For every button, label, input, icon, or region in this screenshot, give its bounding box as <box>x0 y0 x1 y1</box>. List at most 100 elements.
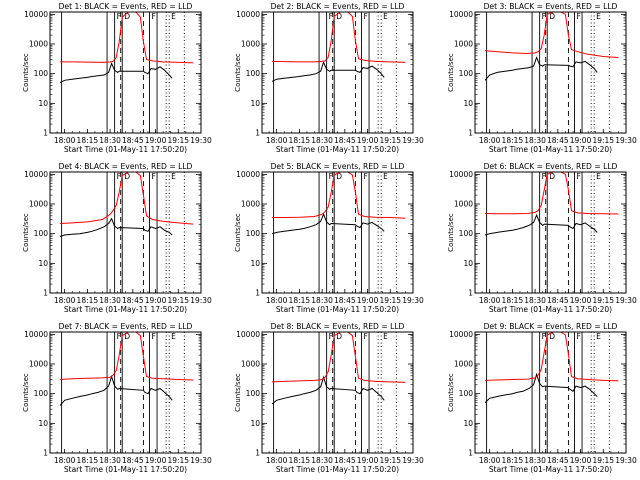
y-tick-label: 1 <box>255 289 260 298</box>
event-marker-label: E <box>383 12 388 21</box>
chart-title: Det 2: BLACK = Events, RED = LLD <box>271 2 405 11</box>
y-tick-label: 10000 <box>236 170 260 179</box>
series-line-events <box>271 212 385 235</box>
x-tick-label: 18:30 <box>524 456 546 465</box>
x-tick-label: 18:30 <box>99 136 121 145</box>
x-tick-label: 18:00 <box>54 136 76 145</box>
x-tick-label: 19:00 <box>570 456 592 465</box>
x-tick-label: 19:15 <box>592 456 614 465</box>
x-tick-label: 19:00 <box>145 296 167 305</box>
x-tick-label: 18:45 <box>334 296 356 305</box>
event-marker-label: E <box>171 12 176 21</box>
event-marker-label: F <box>363 172 367 181</box>
y-tick-label: 1000 <box>29 200 48 209</box>
x-tick-label: 19:00 <box>145 136 167 145</box>
x-tick-label: 18:15 <box>289 136 311 145</box>
chart-title: Det 6: BLACK = Events, RED = LLD <box>484 162 618 171</box>
y-tick-label: 1000 <box>29 40 48 49</box>
y-axis-label: Counts/sec <box>234 53 242 92</box>
x-tick-label: 18:15 <box>502 456 524 465</box>
chart-title: Det 4: BLACK = Events, RED = LLD <box>59 162 193 171</box>
series-line-lld <box>60 171 194 225</box>
event-marker-label: F <box>576 12 580 21</box>
x-tick-label: 18:45 <box>122 296 144 305</box>
x-tick-label: 19:30 <box>190 296 212 305</box>
y-tick-label: 100 <box>459 389 474 398</box>
event-marker-label: F <box>151 332 155 341</box>
y-tick-label: 1000 <box>454 360 473 369</box>
x-tick-label: 18:00 <box>479 136 501 145</box>
y-tick-label: 10 <box>250 99 260 108</box>
y-axis-label: Counts/sec <box>234 213 242 252</box>
event-marker-label: D <box>336 172 342 181</box>
event-marker-label: F <box>329 332 333 341</box>
event-marker-label: D <box>124 12 130 21</box>
series-line-lld <box>272 11 406 63</box>
y-tick-label: 10 <box>38 259 48 268</box>
y-tick-label: 1 <box>43 129 48 138</box>
event-marker-label: E <box>596 172 601 181</box>
y-tick-label: 100 <box>34 69 49 78</box>
event-marker-label: D <box>124 332 130 341</box>
series-line-lld <box>60 11 194 64</box>
x-tick-label: 19:00 <box>357 296 379 305</box>
series-line-events <box>59 217 173 237</box>
y-tick-label: 100 <box>246 389 261 398</box>
y-tick-label: 1 <box>255 449 260 458</box>
x-tick-label: 19:00 <box>357 456 379 465</box>
y-tick-label: 100 <box>246 229 261 238</box>
x-tick-label: 18:45 <box>122 136 144 145</box>
x-tick-label: 18:45 <box>334 456 356 465</box>
x-tick-label: 19:30 <box>402 136 424 145</box>
x-tick-label: 19:00 <box>145 456 167 465</box>
event-marker-label: F <box>117 172 121 181</box>
series-line-events <box>271 61 385 82</box>
event-marker-label: F <box>151 172 155 181</box>
event-marker-label: D <box>549 332 555 341</box>
x-axis-label: Start Time (01-May-11 17:50:20) <box>276 305 399 314</box>
y-tick-label: 10 <box>38 99 48 108</box>
y-tick-label: 10000 <box>449 170 473 179</box>
x-tick-label: 19:00 <box>570 136 592 145</box>
x-tick-label: 19:30 <box>615 136 637 145</box>
x-axis-label: Start Time (01-May-11 17:50:20) <box>64 465 187 474</box>
y-tick-label: 1000 <box>454 40 473 49</box>
y-tick-label: 10000 <box>24 330 48 339</box>
x-tick-label: 19:15 <box>167 296 189 305</box>
x-tick-label: 18:30 <box>311 296 333 305</box>
x-tick-label: 18:15 <box>77 136 99 145</box>
y-tick-label: 100 <box>459 69 474 78</box>
y-tick-label: 1 <box>468 449 473 458</box>
x-tick-label: 18:15 <box>289 456 311 465</box>
x-tick-label: 18:15 <box>77 456 99 465</box>
y-axis-label: Counts/sec <box>447 373 455 412</box>
event-marker-label: F <box>117 12 121 21</box>
x-tick-label: 18:00 <box>266 296 288 305</box>
x-tick-label: 18:00 <box>54 456 76 465</box>
x-tick-label: 18:15 <box>77 296 99 305</box>
y-axis-label: Counts/sec <box>22 213 30 252</box>
y-tick-label: 100 <box>459 229 474 238</box>
event-marker-label: D <box>124 172 130 181</box>
y-tick-label: 10000 <box>236 330 260 339</box>
series-line-lld <box>60 331 194 381</box>
x-tick-label: 18:30 <box>311 136 333 145</box>
y-tick-label: 10 <box>38 419 48 428</box>
event-marker-label: E <box>171 172 176 181</box>
y-tick-label: 10000 <box>24 10 48 19</box>
event-marker-label: E <box>383 172 388 181</box>
event-marker-label: F <box>542 172 546 181</box>
chart-title: Det 9: BLACK = Events, RED = LLD <box>484 322 618 331</box>
x-tick-label: 19:15 <box>379 136 401 145</box>
y-axis-label: Counts/sec <box>447 53 455 92</box>
event-marker-label: D <box>549 12 555 21</box>
y-tick-label: 10000 <box>24 170 48 179</box>
x-tick-label: 19:30 <box>190 456 212 465</box>
